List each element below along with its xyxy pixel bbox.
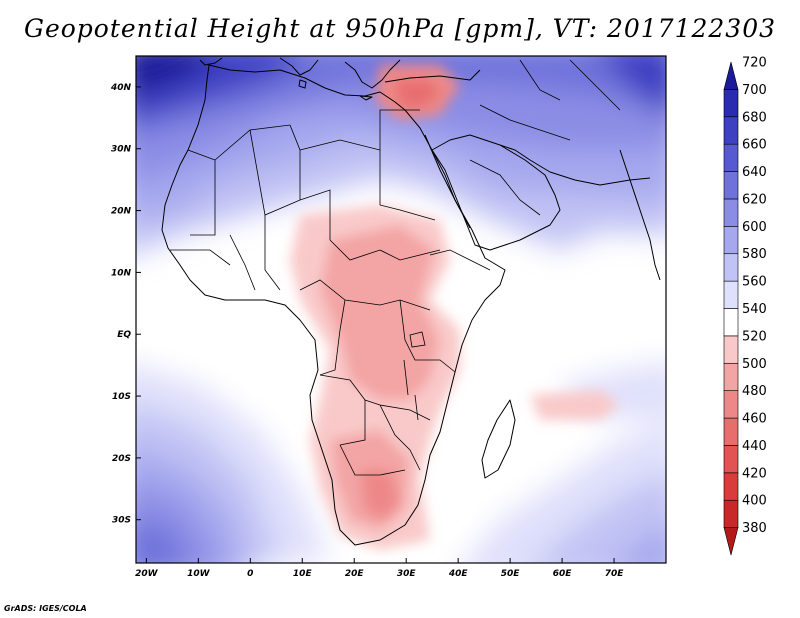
coastlines (161, 57, 661, 546)
x-tick-label: 40E (448, 569, 469, 579)
y-tick-label: 40N (110, 83, 132, 93)
colorbar-swatch (723, 390, 739, 419)
x-tick-label: 70E (605, 569, 625, 579)
x-tick-label: 0 (247, 569, 253, 579)
y-tick-label: 30N (111, 145, 132, 155)
x-tick-label: 20E (345, 569, 365, 579)
x-tick-label: 10W (187, 569, 211, 579)
colorbar-swatch (723, 171, 739, 200)
colorbar-label: 420 (742, 466, 767, 481)
colorbar-swatch (723, 472, 739, 501)
plot-frame (135, 55, 667, 564)
y-tick-label: 10N (111, 268, 132, 278)
y-tick-label: 30S (112, 516, 131, 526)
colorbar-high-arrow (723, 61, 739, 90)
colorbar-label: 480 (742, 384, 767, 399)
colorbar-swatch (723, 116, 739, 145)
colorbar-label: 560 (742, 275, 767, 290)
colorbar-label: 440 (742, 439, 767, 454)
colorbar-label: 500 (742, 357, 767, 372)
y-axis: 40N 30N 20N 10N EQ 10S 20S 30S (110, 83, 141, 526)
colorbar-swatch (723, 198, 739, 227)
x-tick-label: 10E (293, 569, 313, 579)
colorbar-swatch (723, 308, 739, 337)
y-tick-label: EQ (117, 330, 131, 340)
credit-text: GrADS: IGES/COLA (4, 604, 87, 613)
colorbar-swatch (723, 499, 739, 528)
colorbar-label: 580 (742, 247, 767, 262)
colorbar-label: 640 (742, 165, 767, 180)
colorbar-label: 400 (742, 494, 767, 509)
colorbar-swatch (723, 445, 739, 474)
colorbar-label: 540 (742, 302, 767, 317)
y-tick-label: 20S (112, 454, 131, 464)
colorbar-low-arrow (723, 527, 739, 556)
colorbar-swatch (723, 253, 739, 282)
colorbar-label: 720 (742, 56, 767, 71)
height-field-shading (136, 56, 666, 563)
colorbar-label: 660 (742, 138, 767, 153)
colorbar-swatch (723, 280, 739, 309)
x-tick-label: 20W (135, 569, 159, 579)
country-borders (170, 59, 621, 476)
colorbar-label: 460 (742, 412, 767, 427)
colorbar-label: 380 (742, 521, 767, 536)
colorbar-label: 600 (742, 220, 767, 235)
x-tick-label: 50E (501, 569, 521, 579)
colorbar: 380 400 420 440 460 480 500 520 540 560 580 600 620 6… (723, 56, 767, 556)
colorbar-swatch (723, 89, 739, 118)
colorbar-label: 620 (742, 192, 767, 207)
colorbar-swatch (723, 417, 739, 446)
colorbar-swatch (723, 143, 739, 172)
colorbar-label: 520 (742, 329, 767, 344)
colorbar-swatch (723, 362, 739, 391)
y-tick-label: 20N (111, 207, 132, 217)
x-axis: 20W 10W 0 10E 20E 30E 40E 50E 60E 70E (135, 558, 624, 579)
colorbar-label: 680 (742, 110, 767, 125)
colorbar-swatch (723, 335, 739, 364)
colorbar-label: 700 (742, 83, 767, 98)
y-tick-label: 10S (112, 392, 131, 402)
x-tick-label: 60E (553, 569, 573, 579)
chart-title: Geopotential Height at 950hPa [gpm], VT:… (23, 14, 777, 43)
x-tick-label: 30E (397, 569, 417, 579)
colorbar-swatch (723, 226, 739, 255)
